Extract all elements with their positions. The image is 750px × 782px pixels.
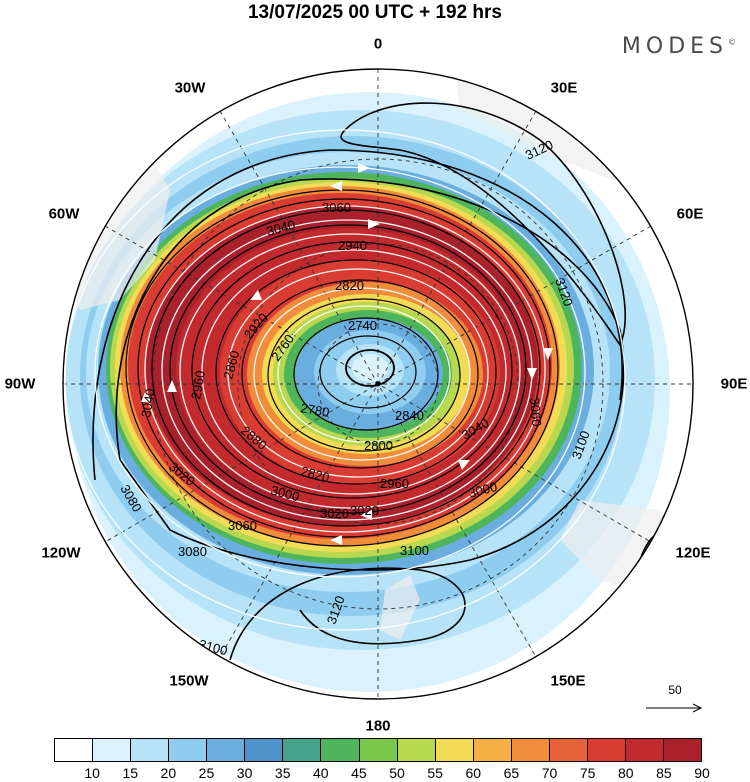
colorbar-tick-label: 35 [274, 765, 291, 781]
colorbar-swatch [587, 739, 626, 761]
colorbar-tick-label: 20 [160, 765, 177, 781]
colorbar-swatch [131, 739, 170, 761]
lon-label-120e: 120E [675, 544, 711, 562]
lon-label-90e: 90E [720, 375, 748, 393]
contour-label: 3060 [527, 397, 544, 427]
lon-label-180: 180 [365, 717, 391, 735]
colorbar-tick-label: 70 [541, 765, 558, 781]
contour-label: 2820 [335, 278, 364, 293]
contour-label: 2780 [299, 400, 330, 420]
lon-label-0: 0 [373, 35, 383, 53]
lon-label-30w: 30W [174, 79, 206, 97]
colorbar-swatch [473, 739, 512, 761]
contour-label: 2960 [380, 476, 409, 491]
lon-label-90w: 90W [4, 375, 36, 393]
colorbar-tick-label: 50 [389, 765, 405, 781]
lon-label-30e: 30E [550, 79, 578, 97]
contour-label: 3040 [265, 217, 297, 239]
contour-label: 2940 [338, 238, 367, 253]
colorbar-tick-label: 75 [579, 765, 596, 781]
colorbar-swatch [169, 739, 208, 761]
colorbar-swatch [397, 739, 436, 761]
contour-label: 2840 [395, 408, 424, 423]
lon-label-60e: 60E [676, 205, 704, 223]
contour-label: 3060 [322, 200, 351, 215]
contour-label: 3100 [400, 543, 429, 558]
colorbar-swatch [93, 739, 132, 761]
colorbar-tick-label: 10 [84, 765, 100, 781]
colorbar-tick-label: 60 [465, 765, 482, 781]
colorbar-swatch [435, 739, 474, 761]
colorbar-swatch [359, 739, 398, 761]
lon-label-120w: 120W [41, 544, 81, 562]
contour-label: 3040 [138, 387, 158, 418]
reference-arrow-icon [646, 703, 703, 713]
colorbar-swatch [664, 739, 702, 761]
contour-label: 3020 [320, 506, 349, 521]
south-pole-dot [375, 381, 381, 387]
contour-label: 2740 [348, 318, 377, 333]
colorbar-tick-label: 85 [656, 765, 672, 781]
colorbar-tick-label: 90 [694, 765, 710, 781]
contour-label: 3060 [228, 518, 257, 533]
colorbar-tick-label: 15 [122, 765, 139, 781]
reference-vector: 50 [640, 683, 710, 723]
height-contours [92, 102, 691, 661]
wind-streamlines [64, 129, 626, 631]
colorbar-tick-label: 40 [313, 765, 329, 781]
colorbar-tick-label: 80 [617, 765, 634, 781]
colorbar-swatch [245, 739, 284, 761]
colorbar [54, 738, 702, 762]
lon-label-150w: 150W [169, 672, 209, 690]
shade-band [352, 354, 388, 382]
contour-label: 2960 [188, 369, 208, 400]
colorbar-tick-label: 65 [503, 765, 520, 781]
reference-vector-value: 50 [668, 683, 682, 697]
contour-label: 2820 [299, 463, 331, 485]
colorbar-tick-label: 25 [198, 765, 215, 781]
contour-label: 3000 [269, 482, 301, 504]
colorbar-swatch [625, 739, 664, 761]
colorbar-ticks: 10 15 20 25 30 35 40 45 50 55 60 65 70 75 80 85 90 [54, 765, 709, 782]
contour-label: 3000 [467, 479, 499, 501]
colorbar-tick-label: 45 [351, 765, 367, 781]
colorbar-swatch [511, 739, 550, 761]
forecast-title: 13/07/2025 00 UTC + 192 hrs [247, 2, 503, 23]
colorbar-swatch [207, 739, 246, 761]
lon-label-60w: 60W [48, 205, 80, 223]
colorbar-swatch [549, 739, 588, 761]
brand-logo: MODES© [621, 34, 736, 59]
colorbar-tick-label: 30 [236, 765, 253, 781]
lon-label-150e: 150E [550, 672, 586, 690]
colorbar-swatch [55, 739, 94, 761]
contour-label: 2860 [220, 349, 242, 381]
map-border [62, 68, 694, 700]
contour-label: 2800 [364, 438, 393, 453]
colorbar-swatch [321, 739, 360, 761]
contour-label: 3080 [178, 544, 207, 559]
streamline-arrowheads [141, 163, 553, 545]
colorbar-tick-label: 55 [427, 765, 443, 781]
contour-label: 3020 [350, 503, 379, 518]
colorbar-swatch [283, 739, 322, 761]
